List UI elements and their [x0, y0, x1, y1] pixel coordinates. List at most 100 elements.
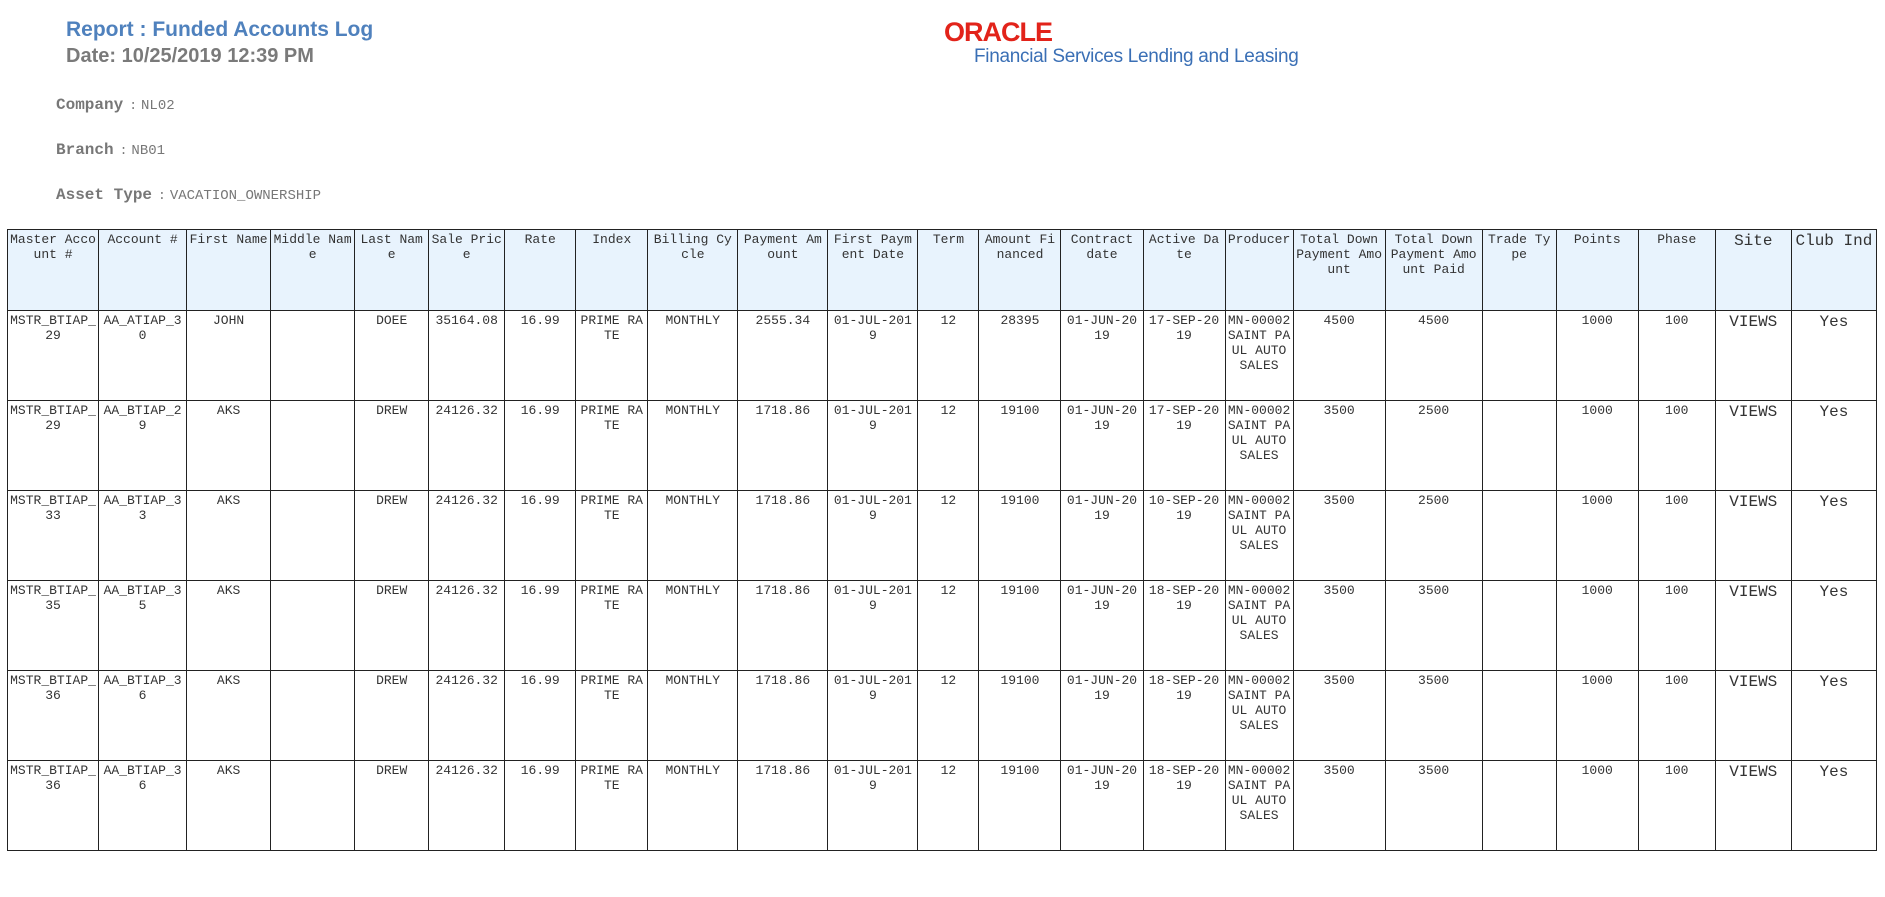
cell-amount-financed: 19100	[978, 760, 1062, 851]
cell-trade-type	[1481, 490, 1557, 581]
cell-middle-name	[270, 310, 356, 401]
column-header-club-ind: Club Ind	[1790, 229, 1878, 311]
cell-last-name: DREW	[354, 490, 430, 581]
cell-payment-amount: 1718.86	[737, 670, 829, 761]
cell-account: AA_ATIAP_30	[98, 310, 188, 401]
cell-first-payment-date: 01-JUL-2019	[827, 310, 919, 401]
cell-active-date: 18-SEP-2019	[1142, 670, 1226, 761]
logo-brand: ORACLE	[944, 17, 1053, 47]
cell-points: 1000	[1555, 310, 1639, 401]
cell-first-name: AKS	[186, 760, 272, 851]
cell-trade-type	[1481, 310, 1557, 401]
cell-active-date: 10-SEP-2019	[1142, 490, 1226, 581]
report-title: Report : Funded Accounts Log	[66, 18, 374, 41]
column-header-account: Account #	[98, 229, 188, 311]
cell-last-name: DREW	[354, 760, 430, 851]
table-row: MSTR_BTIAP_29 AA_ATIAP_30 JOHN DOEE 35164.08…	[6, 310, 1878, 401]
filter-value: NB01	[131, 143, 166, 159]
column-header-sale-price: Sale Price	[428, 229, 506, 311]
cell-producer: MN-00002 SAINT PAUL AUTO SALES	[1224, 760, 1294, 851]
cell-rate: 16.99	[504, 490, 577, 581]
funded-accounts-table: Master Account # Account # First Name Middl…	[6, 229, 1878, 851]
cell-amount-financed: 28395	[978, 310, 1062, 401]
cell-producer: MN-00002 SAINT PAUL AUTO SALES	[1224, 310, 1294, 401]
filter-label: Branch	[56, 141, 114, 159]
column-header-term: Term	[917, 229, 980, 311]
cell-index: PRIME RATE	[575, 490, 649, 581]
cell-total-down-payment-amount-paid: 3500	[1384, 580, 1483, 671]
cell-sale-price: 24126.32	[428, 670, 506, 761]
cell-phase: 100	[1637, 760, 1716, 851]
cell-billing-cycle: MONTHLY	[647, 580, 739, 671]
cell-payment-amount: 1718.86	[737, 400, 829, 491]
cell-first-name: AKS	[186, 400, 272, 491]
cell-first-payment-date: 01-JUL-2019	[827, 670, 919, 761]
cell-points: 1000	[1555, 760, 1639, 851]
cell-middle-name	[270, 580, 356, 671]
cell-total-down-payment-amount-paid: 4500	[1384, 310, 1483, 401]
cell-middle-name	[270, 400, 356, 491]
table-header-row: Master Account # Account # First Name Middl…	[6, 229, 1878, 311]
cell-trade-type	[1481, 580, 1557, 671]
cell-last-name: DREW	[354, 670, 430, 761]
cell-middle-name	[270, 760, 356, 851]
cell-amount-financed: 19100	[978, 580, 1062, 671]
cell-master-account: MSTR_BTIAP_29	[6, 310, 100, 401]
table-row: MSTR_BTIAP_36 AA_BTIAP_36 AKS DREW 24126.32 1…	[6, 670, 1878, 761]
cell-contract-date: 01-JUN-2019	[1060, 400, 1144, 491]
column-header-active-date: Active Date	[1142, 229, 1226, 311]
cell-first-name: AKS	[186, 580, 272, 671]
cell-term: 12	[917, 760, 980, 851]
cell-sale-price: 24126.32	[428, 760, 506, 851]
cell-billing-cycle: MONTHLY	[647, 310, 739, 401]
cell-sale-price: 24126.32	[428, 490, 506, 581]
cell-payment-amount: 1718.86	[737, 580, 829, 671]
cell-contract-date: 01-JUN-2019	[1060, 670, 1144, 761]
cell-master-account: MSTR_BTIAP_29	[6, 400, 100, 491]
cell-last-name: DREW	[354, 580, 430, 671]
cell-site: VIEWS	[1714, 670, 1792, 761]
column-header-phase: Phase	[1637, 229, 1716, 311]
cell-sale-price: 24126.32	[428, 580, 506, 671]
cell-site: VIEWS	[1714, 760, 1792, 851]
cell-first-payment-date: 01-JUL-2019	[827, 490, 919, 581]
cell-active-date: 17-SEP-2019	[1142, 310, 1226, 401]
cell-producer: MN-00002 SAINT PAUL AUTO SALES	[1224, 580, 1294, 671]
column-header-points: Points	[1555, 229, 1639, 311]
cell-index: PRIME RATE	[575, 310, 649, 401]
table-row: MSTR_BTIAP_33 AA_BTIAP_33 AKS DREW 24126.32 1…	[6, 490, 1878, 581]
cell-billing-cycle: MONTHLY	[647, 760, 739, 851]
cell-term: 12	[917, 580, 980, 671]
cell-active-date: 18-SEP-2019	[1142, 580, 1226, 671]
oracle-logo: ORACLE Financial Services Lending and Le…	[944, 18, 1299, 68]
cell-amount-financed: 19100	[978, 670, 1062, 761]
cell-rate: 16.99	[504, 400, 577, 491]
cell-points: 1000	[1555, 400, 1639, 491]
report-date: Date: 10/25/2019 12:39 PM	[66, 45, 314, 67]
column-header-amount-financed: Amount Financed	[978, 229, 1062, 311]
column-header-first-payment-date: First Payment Date	[827, 229, 919, 311]
cell-sale-price: 24126.32	[428, 400, 506, 491]
cell-master-account: MSTR_BTIAP_33	[6, 490, 100, 581]
cell-rate: 16.99	[504, 760, 577, 851]
cell-total-down-payment-amount-paid: 3500	[1384, 760, 1483, 851]
cell-total-down-payment-amount: 4500	[1292, 310, 1386, 401]
cell-middle-name	[270, 490, 356, 581]
cell-account: AA_BTIAP_36	[98, 670, 188, 761]
cell-first-name: AKS	[186, 670, 272, 761]
table-row: MSTR_BTIAP_29 AA_BTIAP_29 AKS DREW 24126.32 1…	[6, 400, 1878, 491]
cell-contract-date: 01-JUN-2019	[1060, 310, 1144, 401]
cell-producer: MN-00002 SAINT PAUL AUTO SALES	[1224, 400, 1294, 491]
cell-total-down-payment-amount: 3500	[1292, 400, 1386, 491]
cell-phase: 100	[1637, 400, 1716, 491]
cell-active-date: 18-SEP-2019	[1142, 760, 1226, 851]
cell-producer: MN-00002 SAINT PAUL AUTO SALES	[1224, 490, 1294, 581]
cell-term: 12	[917, 670, 980, 761]
cell-master-account: MSTR_BTIAP_35	[6, 580, 100, 671]
cell-club-ind: Yes	[1790, 580, 1878, 671]
cell-trade-type	[1481, 760, 1557, 851]
column-header-last-name: Last Name	[354, 229, 430, 311]
column-header-total-down-payment-amount-paid: Total Down Payment Amount Paid	[1384, 229, 1483, 311]
cell-last-name: DREW	[354, 400, 430, 491]
cell-site: VIEWS	[1714, 580, 1792, 671]
